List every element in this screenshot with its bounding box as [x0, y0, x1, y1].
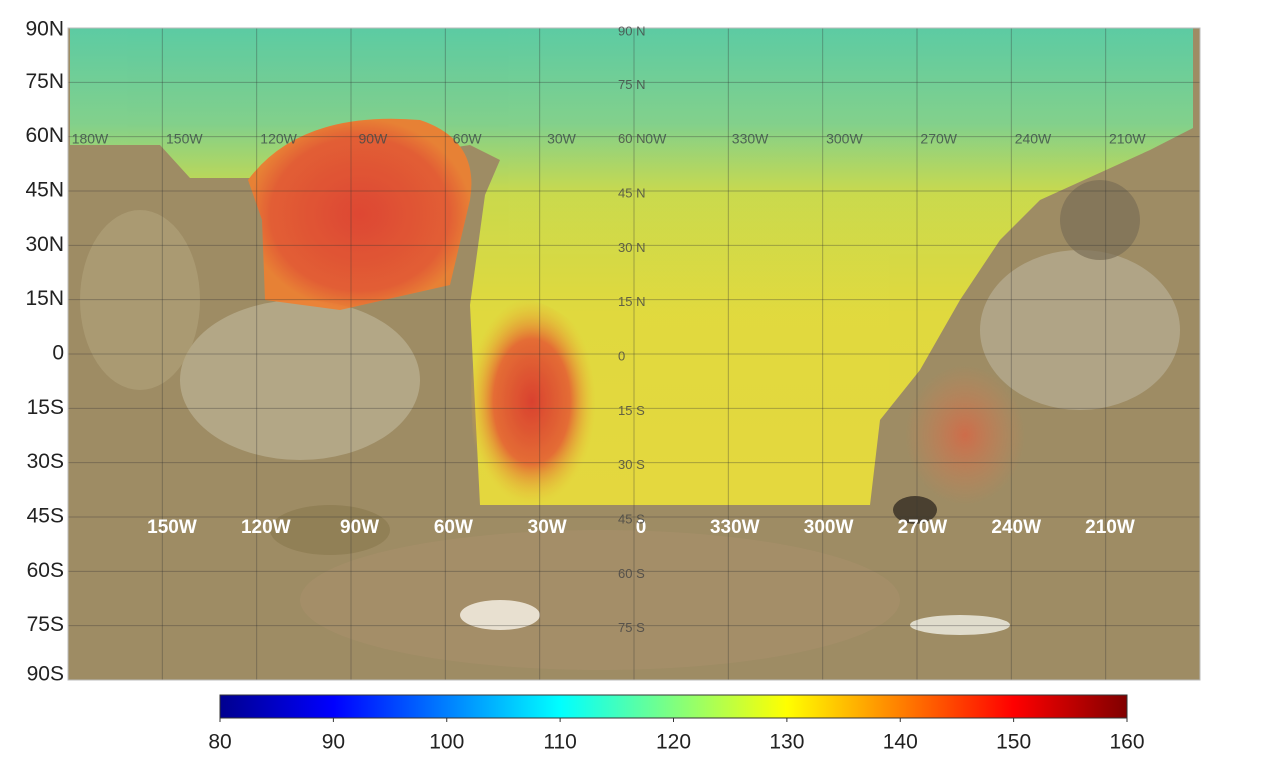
longitude-label: 30W — [547, 131, 577, 147]
colorbar — [219, 694, 1128, 719]
temperature-overlay — [70, 28, 1193, 505]
longitude-label: 120W — [241, 517, 291, 538]
latitude-label: 0 — [52, 342, 64, 365]
latitude-label: 45S — [27, 505, 64, 528]
latitude-label: 30 N — [618, 240, 645, 255]
longitude-label: 330W — [732, 131, 769, 147]
map-frame — [67, 27, 1201, 681]
colorbar-tick-label: 110 — [543, 731, 576, 754]
longitude-label: 90W — [340, 517, 379, 538]
longitude-label: 120W — [260, 131, 297, 147]
latitude-label: 60 S — [618, 566, 645, 581]
longitude-label: 30W — [528, 517, 567, 538]
latitude-label: 60S — [27, 559, 64, 582]
latitude-label: 75N — [25, 70, 64, 93]
latitude-label: 75 N — [618, 77, 645, 92]
colorbar-tick-label: 130 — [769, 731, 804, 754]
colorbar-tick-label: 160 — [1109, 731, 1144, 754]
longitude-label: 150W — [147, 517, 197, 538]
longitude-label: 300W — [826, 131, 863, 147]
longitude-label: 300W — [804, 517, 854, 538]
longitude-label: 240W — [1015, 131, 1052, 147]
colorbar-tick-label: 150 — [996, 731, 1031, 754]
latitude-label: 75 S — [618, 620, 645, 635]
latitude-label: 30S — [27, 450, 64, 473]
graticule — [68, 28, 1200, 680]
latitude-label: 30 S — [618, 457, 645, 472]
longitude-label: 240W — [991, 517, 1041, 538]
latitude-label: 90S — [27, 663, 64, 686]
latitude-label: 45N — [25, 179, 64, 202]
latitude-label: 45 S — [618, 511, 645, 526]
longitude-label: 180W — [72, 131, 109, 147]
latitude-label: 15S — [27, 396, 64, 419]
latitude-label: 15N — [25, 287, 64, 310]
colorbar-tick-label: 140 — [883, 731, 918, 754]
colorbar-tick-label: 120 — [656, 731, 691, 754]
latitude-label: 60N — [25, 124, 64, 147]
colorbar-tick-label: 90 — [322, 731, 345, 754]
longitude-label: 210W — [1085, 517, 1135, 538]
longitude-label: 330W — [710, 517, 760, 538]
longitude-label: 150W — [166, 131, 203, 147]
latitude-label: 90 N — [618, 23, 645, 38]
latitude-label: 30N — [25, 233, 64, 256]
colorbar-tick-label: 80 — [208, 731, 231, 754]
latitude-label: 45 N — [618, 185, 645, 200]
latitude-label: 75S — [27, 613, 64, 636]
colorbar-tick-label: 100 — [429, 731, 464, 754]
longitude-label: 90W — [359, 131, 389, 147]
longitude-label: 60W — [434, 517, 473, 538]
longitude-label: 0 — [636, 517, 647, 538]
longitude-label: 270W — [898, 517, 948, 538]
longitude-label: 210W — [1109, 131, 1146, 147]
latitude-label: 15 N — [618, 294, 645, 309]
longitude-label: 270W — [920, 131, 957, 147]
longitude-label: 0W — [645, 131, 667, 147]
longitude-label: 60W — [453, 131, 483, 147]
latitude-label: 90N — [25, 18, 64, 41]
latitude-label: 60 N — [618, 131, 645, 146]
latitude-label: 15 S — [618, 403, 645, 418]
latitude-label: 0 — [618, 348, 625, 363]
